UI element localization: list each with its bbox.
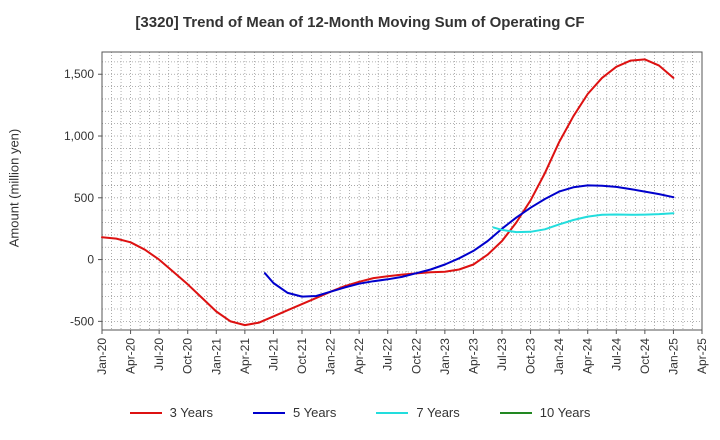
x-tick-label: Apr-25 bbox=[695, 338, 709, 374]
y-tick-label: -500 bbox=[70, 314, 94, 328]
x-tick-label: Jul-24 bbox=[609, 338, 623, 371]
y-tick-label: 0 bbox=[87, 253, 94, 267]
x-tick-label: Oct-21 bbox=[295, 338, 309, 374]
x-tick-label: Jul-23 bbox=[495, 338, 509, 371]
series-line-7-years bbox=[492, 212, 675, 234]
legend-swatch bbox=[376, 411, 409, 414]
legend-swatch bbox=[129, 411, 162, 414]
legend-label: 7 Years bbox=[416, 405, 460, 420]
x-tick-label: Jul-20 bbox=[152, 338, 166, 371]
x-tick-label: Oct-20 bbox=[181, 338, 195, 374]
x-tick-label: Apr-20 bbox=[124, 338, 138, 374]
plot-area bbox=[102, 52, 702, 330]
legend-item: 10 Years bbox=[499, 405, 591, 420]
legend-label: 10 Years bbox=[539, 405, 591, 420]
x-tick-label: Jan-22 bbox=[324, 338, 338, 375]
x-tick-label: Oct-24 bbox=[638, 338, 652, 374]
legend-label: 3 Years bbox=[169, 405, 213, 420]
y-tick-label: 1,500 bbox=[64, 67, 94, 81]
x-tick-label: Jan-25 bbox=[666, 338, 680, 375]
chart-title: [3320] Trend of Mean of 12-Month Moving … bbox=[135, 14, 585, 31]
series-line-5-years bbox=[263, 184, 675, 298]
x-tick-label: Jan-20 bbox=[95, 338, 109, 375]
legend-swatch bbox=[253, 411, 285, 414]
x-tick-label: Jul-21 bbox=[266, 338, 280, 371]
y-tick-label: 1,000 bbox=[64, 129, 94, 143]
x-tick-label: Jan-24 bbox=[552, 338, 566, 375]
x-tick-label: Jan-23 bbox=[438, 338, 452, 375]
series-line-3-years bbox=[101, 58, 675, 327]
x-tick-label: Oct-22 bbox=[409, 338, 423, 374]
y-tick-label: 500 bbox=[74, 191, 94, 205]
legend-item: 3 Years bbox=[129, 405, 213, 420]
legend-item: 5 Years bbox=[253, 405, 336, 420]
plot-frame bbox=[101, 51, 703, 331]
legend-swatch bbox=[499, 411, 532, 414]
x-tick-label: Apr-21 bbox=[238, 338, 252, 374]
x-tick-label: Jul-22 bbox=[381, 338, 395, 371]
x-tick-label: Apr-24 bbox=[581, 338, 595, 374]
x-tick-label: Apr-23 bbox=[466, 338, 480, 374]
legend-item: 7 Years bbox=[376, 405, 460, 420]
x-tick-label: Jan-21 bbox=[209, 338, 223, 375]
legend-label: 5 Years bbox=[293, 405, 337, 420]
x-tick-label: Oct-23 bbox=[524, 338, 538, 374]
x-tick-label: Apr-22 bbox=[352, 338, 366, 374]
legend: 3 Years 5 Years 7 Years 10 Years bbox=[0, 405, 720, 420]
